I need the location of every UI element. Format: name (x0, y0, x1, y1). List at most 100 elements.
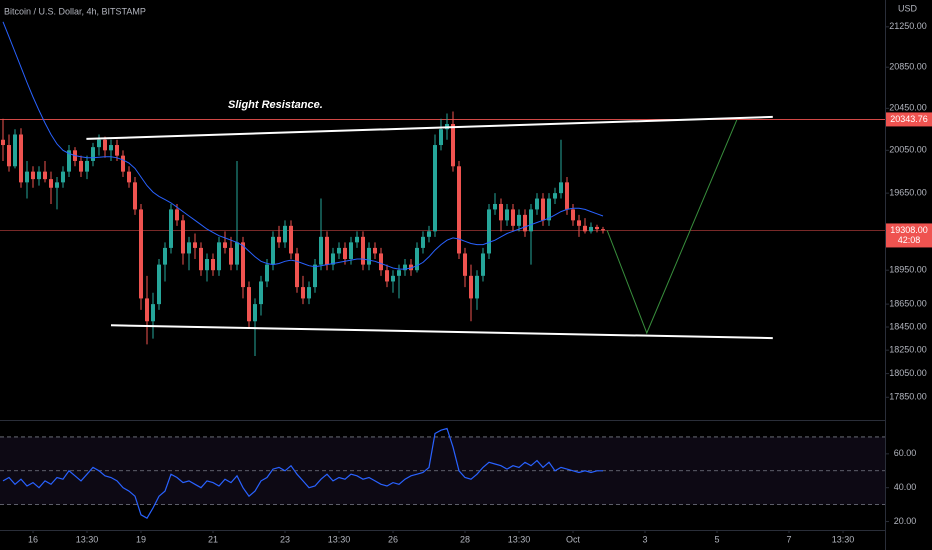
candle-body (553, 193, 557, 199)
last-price-label: 19308.00 (890, 225, 928, 235)
candle-body (199, 247, 203, 271)
candle-body (7, 145, 11, 167)
y-tick-label: 21250.00 (889, 21, 927, 31)
candle-body (601, 229, 605, 231)
candle-body (97, 139, 101, 148)
candle-body (277, 236, 281, 243)
candle-body (409, 264, 413, 271)
x-tick-label: 13:30 (328, 534, 351, 544)
candle-body (511, 209, 515, 226)
trend-line (86, 115, 773, 140)
candle-body (499, 203, 503, 221)
x-tick-label: 13:30 (832, 534, 855, 544)
y-tick-label: 18450.00 (889, 321, 927, 331)
candle-body (295, 253, 299, 288)
x-tick-label: Oct (566, 534, 581, 544)
chart-title: Bitcoin / U.S. Dollar, 4h, BITSTAMP (4, 6, 146, 16)
annotation: Slight Resistance. (228, 99, 323, 111)
candle-body (517, 214, 521, 226)
x-tick-label: 5 (714, 534, 719, 544)
candle-body (361, 236, 365, 265)
candle-body (589, 226, 593, 232)
y-tick-label: 17850.00 (889, 392, 927, 402)
candle-body (337, 247, 341, 254)
candle-body (529, 209, 533, 232)
y-tick-label: 18250.00 (889, 345, 927, 355)
candle-body (325, 236, 329, 265)
candle-body (241, 242, 245, 288)
candle-body (25, 171, 29, 183)
y-tick-label: 20050.00 (889, 145, 927, 155)
candle-body (367, 247, 371, 265)
x-tick-label: 13:30 (76, 534, 99, 544)
candle-body (451, 123, 455, 167)
candle-body (595, 226, 599, 230)
candle-body (1, 139, 5, 146)
candle-body (391, 275, 395, 282)
candle-body (187, 242, 191, 254)
candle-body (475, 275, 479, 299)
candle-body (541, 198, 545, 221)
candle-body (85, 160, 89, 172)
candle-body (19, 134, 23, 183)
x-tick-label: 23 (280, 534, 290, 544)
candle-body (175, 209, 179, 221)
candle-body (151, 304, 155, 322)
candle-body (205, 259, 209, 271)
candle-body (109, 145, 113, 151)
candle-body (313, 264, 317, 288)
candle-body (289, 225, 293, 254)
candle-body (565, 182, 569, 210)
candle-body (379, 253, 383, 271)
x-tick-label: 28 (460, 534, 470, 544)
candle-body (169, 209, 173, 248)
candle-body (571, 209, 575, 221)
candle-body (127, 171, 131, 183)
candle-body (31, 171, 35, 180)
projection-line (606, 119, 738, 335)
candle-body (139, 209, 143, 299)
candle-body (481, 253, 485, 276)
candle-body (223, 242, 227, 248)
candle-body (43, 171, 47, 180)
x-tick-label: 7 (786, 534, 791, 544)
candle-body (433, 145, 437, 232)
candle-body (55, 182, 59, 188)
candle-body (403, 264, 407, 271)
countdown-label: 42:08 (898, 235, 921, 245)
candle-body (247, 287, 251, 322)
candle-body (115, 145, 119, 156)
resistance-label-box (886, 112, 932, 127)
candle-body (523, 214, 527, 232)
candle-body (133, 182, 137, 210)
candle-body (583, 225, 587, 232)
candle-body (145, 298, 149, 322)
candle-body (349, 242, 353, 260)
candle-body (355, 236, 359, 243)
candle-body (283, 225, 287, 243)
x-tick-label: 3 (642, 534, 647, 544)
candle-body (397, 270, 401, 276)
y-tick-label: 19650.00 (889, 188, 927, 198)
candle-body (493, 203, 497, 210)
candle-body (193, 242, 197, 248)
candle-body (121, 155, 125, 172)
candle-body (67, 150, 71, 172)
candle-body (373, 247, 377, 254)
candle-body (61, 171, 65, 183)
rsi-tick-label: 20.00 (894, 516, 917, 526)
resistance-label: 20343.76 (890, 114, 928, 124)
candle-body (415, 247, 419, 271)
candle-body (265, 264, 269, 282)
y-tick-label: 18650.00 (889, 298, 927, 308)
price-pane (0, 21, 885, 357)
x-tick-label: 26 (388, 534, 398, 544)
candle-body (253, 304, 257, 322)
moving-average (2, 21, 604, 270)
candle-body (13, 134, 17, 167)
x-tick-label: 13:30 (508, 534, 531, 544)
candle-body (439, 129, 443, 146)
candle-body (385, 270, 389, 282)
